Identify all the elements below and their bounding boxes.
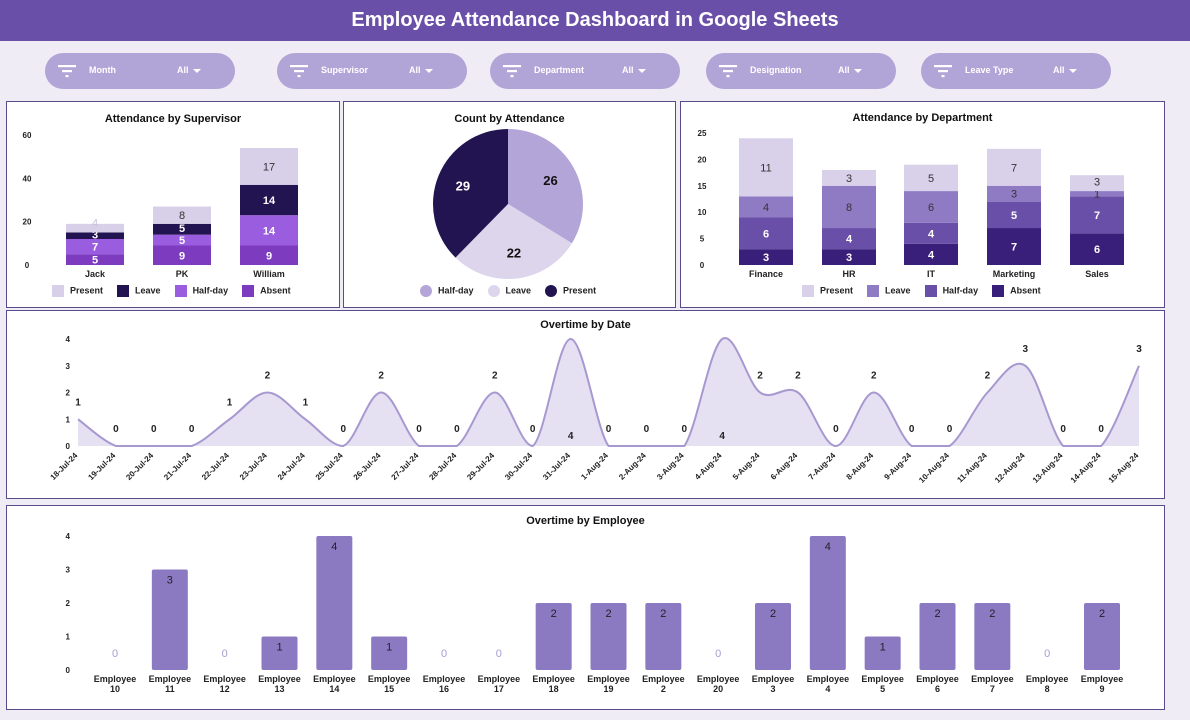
chevron-down-icon (425, 69, 433, 73)
filter-designation[interactable]: Designation All (706, 53, 896, 89)
legend-swatch (420, 285, 432, 297)
legend-item: Present (802, 285, 853, 297)
chart-legend: Half-day Leave Present (420, 285, 596, 297)
legend-item: Present (52, 285, 103, 297)
filter-icon (290, 65, 308, 78)
legend-label: Present (70, 285, 104, 296)
legend-label: Half-day (438, 285, 474, 296)
legend-item: Half-day (174, 285, 229, 297)
chart-title: Attendance by Supervisor (104, 113, 242, 125)
legend-swatch (487, 285, 500, 297)
chevron-down-icon (638, 69, 646, 73)
filter-value[interactable]: All (177, 65, 189, 75)
legend-label: Half-day (192, 285, 229, 296)
filter-value[interactable]: All (409, 65, 421, 75)
filter-department[interactable]: Department All (490, 53, 680, 89)
filter-label: Month (89, 65, 116, 75)
legend-swatch (117, 285, 130, 297)
legend-swatch (992, 285, 1005, 297)
legend-label: Absent (260, 285, 291, 296)
chart-title: Count by Attendance (454, 113, 565, 125)
legend-label: Present (820, 285, 854, 296)
dashboard-title: Employee Attendance Dashboard in Google … (0, 0, 1190, 41)
legend-item: Half-day (420, 285, 474, 297)
chart-title: Attendance by Department (852, 112, 993, 124)
filter-leave-type[interactable]: Leave Type All (921, 53, 1111, 89)
legend-item: Leave (487, 285, 532, 297)
legend-label: Half-day (942, 285, 979, 296)
legend-item: Absent (992, 285, 1041, 297)
legend-swatch (242, 285, 255, 297)
filter-supervisor[interactable]: Supervisor All (277, 53, 467, 89)
filter-label: Leave Type (965, 65, 1014, 75)
chart-title: Overtime by Date (540, 319, 631, 331)
legend-swatch (52, 285, 64, 297)
filter-value[interactable]: All (838, 65, 850, 75)
legend-label: Leave (885, 285, 911, 296)
filter-label: Supervisor (321, 65, 369, 75)
legend-swatch (802, 285, 814, 297)
legend-swatch (867, 285, 880, 297)
legend-swatch (924, 285, 937, 297)
legend-swatch (174, 285, 187, 297)
legend-label: Leave (135, 285, 161, 296)
chart-legend: Present Leave Half-day Absent (52, 285, 291, 297)
panel-count-by-attendance: Count by Attendance (343, 101, 676, 308)
filter-value[interactable]: All (622, 65, 634, 75)
filter-icon (719, 65, 737, 78)
chevron-down-icon (193, 69, 201, 73)
filter-value[interactable]: All (1053, 65, 1065, 75)
filter-icon (58, 65, 76, 78)
legend-label: Leave (505, 285, 532, 296)
legend-label: Present (563, 285, 597, 296)
chevron-down-icon (854, 69, 862, 73)
panel-attendance-by-supervisor: Attendance by Supervisor (6, 101, 340, 308)
chart-legend: Present Leave Half-day Absent (802, 285, 1041, 297)
panel-overtime-by-date: Overtime by Date (6, 310, 1165, 499)
chevron-down-icon (1069, 69, 1077, 73)
filter-label: Department (534, 65, 585, 75)
filter-label: Designation (750, 65, 802, 75)
filter-icon (503, 65, 521, 78)
legend-item: Absent (242, 285, 291, 297)
legend-label: Absent (1010, 285, 1041, 296)
legend-item: Half-day (924, 285, 979, 297)
panel-overtime-by-employee: Overtime by Employee (6, 505, 1165, 710)
filter-month[interactable]: Month All (45, 53, 235, 89)
legend-swatch (545, 285, 558, 297)
filter-icon (934, 65, 952, 78)
legend-item: Present (545, 285, 596, 297)
legend-item: Leave (117, 285, 161, 297)
legend-item: Leave (867, 285, 911, 297)
panel-attendance-by-department: Attendance by Department (680, 101, 1165, 308)
chart-title: Overtime by Employee (526, 515, 645, 527)
